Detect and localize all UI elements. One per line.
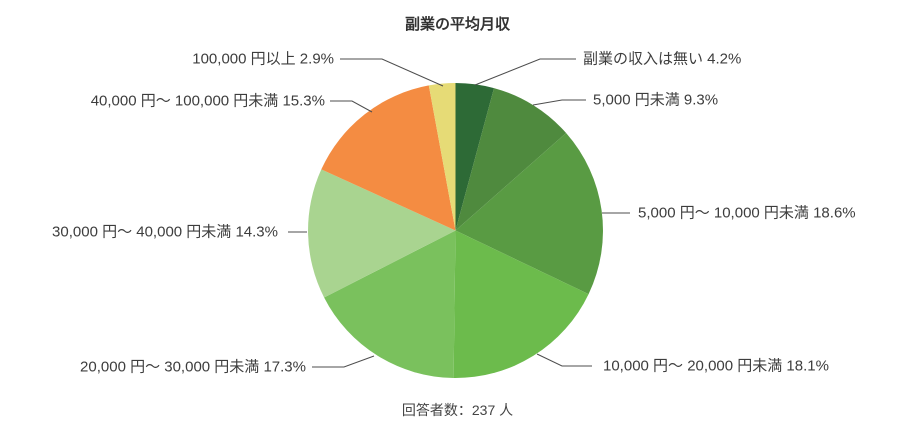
leader-line-4 [312, 355, 375, 368]
slice-callout-0: 副業の収入は無い 4.2% [583, 50, 742, 68]
slice-callout-5: 30,000 円〜 40,000 円未満 14.3% [52, 223, 278, 241]
respondent-count: 回答者数：237 人 [401, 402, 514, 418]
leader-line-1 [532, 99, 586, 106]
pie-slice-2 [455, 133, 603, 295]
slice-callout-4: 20,000 円〜 30,000 円未満 17.3% [80, 358, 306, 376]
slice-callout-1: 5,000 円未満 9.3% [593, 91, 719, 109]
slice-callout-3: 10,000 円〜 20,000 円未満 18.1% [603, 357, 829, 375]
pie-slice-6 [321, 85, 456, 231]
pie-slice-3 [453, 230, 589, 379]
pie-slice-0 [455, 82, 494, 231]
pie-slice-1 [455, 88, 567, 231]
leader-line-6 [330, 100, 373, 113]
slice-callout-2: 5,000 円〜 10,000 円未満 18.6% [638, 204, 856, 222]
slice-callout-7: 100,000 円以上 2.9% [192, 50, 334, 68]
chart-title: 副業の平均月収 [404, 16, 510, 33]
leader-line-3 [536, 353, 592, 367]
slice-callout-6: 40,000 円〜 100,000 円未満 15.3% [90, 92, 325, 110]
leader-line-0 [474, 58, 576, 86]
pie-slice-5 [308, 169, 456, 298]
leader-line-7 [340, 58, 444, 87]
pie-slice-4 [324, 230, 456, 378]
pie-slice-7 [428, 82, 456, 231]
